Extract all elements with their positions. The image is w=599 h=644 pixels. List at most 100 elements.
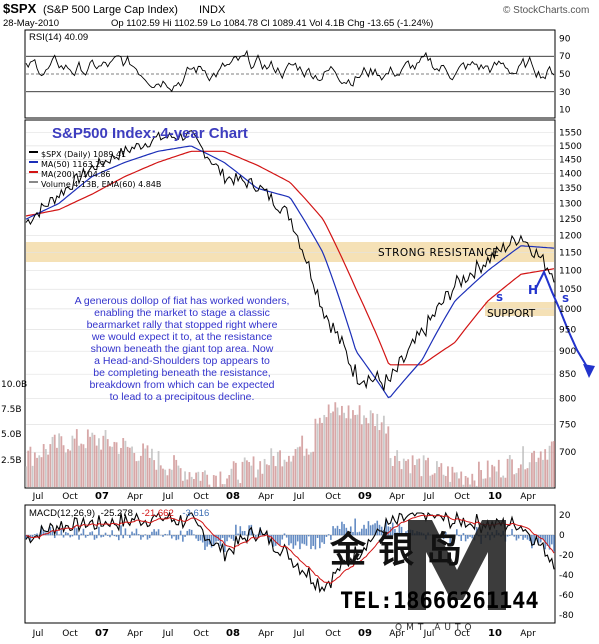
volume-bar xyxy=(91,432,94,487)
volume-bar xyxy=(181,480,184,487)
volume-bar xyxy=(221,484,224,487)
macd-tick-label: -80 xyxy=(559,611,574,621)
price-tick-label: 800 xyxy=(559,395,576,405)
macd-hist-bar xyxy=(124,528,127,536)
x-tick-label: Jul xyxy=(423,492,435,502)
macd-hist-bar xyxy=(274,535,277,546)
macd-hist-bar xyxy=(387,526,390,536)
volume-bar xyxy=(173,455,175,487)
volume-bar xyxy=(515,473,518,487)
macd-hist-bar xyxy=(520,535,522,536)
volume-bar xyxy=(33,452,36,487)
price-tick-label: 1350 xyxy=(559,184,582,194)
macd-hist-bar xyxy=(546,535,549,546)
volume-bar xyxy=(155,469,158,487)
volume-bar xyxy=(64,452,67,487)
legend-entry: MA(50) 1163.21 xyxy=(41,160,105,169)
volume-bar xyxy=(144,448,147,487)
volume-bar xyxy=(56,447,58,487)
resistance-label: STRONG RESISTANCE xyxy=(378,247,499,259)
macd-hist-bar xyxy=(78,535,80,540)
volume-bar xyxy=(327,404,330,487)
volume-bar xyxy=(385,433,388,487)
symbol-title: $SPX xyxy=(3,1,37,16)
macd-hist-bar xyxy=(259,527,261,536)
volume-bar xyxy=(460,471,463,487)
volume-bar xyxy=(212,475,215,487)
volume-bar xyxy=(318,417,321,487)
volume-tick-label: 2.5B xyxy=(1,456,22,466)
volume-bar xyxy=(272,455,275,487)
macd-hist-bar xyxy=(358,531,361,536)
volume-bar xyxy=(493,466,496,487)
macd-hist-bar xyxy=(82,528,85,536)
volume-bar xyxy=(548,445,551,487)
volume-bar xyxy=(508,455,511,487)
projection-arrowhead xyxy=(583,364,595,378)
macd-hist-bar xyxy=(190,529,193,536)
volume-bar xyxy=(177,465,180,487)
volume-bar xyxy=(378,430,381,487)
volume-bar xyxy=(497,459,500,487)
macd-hist-bar xyxy=(531,535,533,549)
volume-bar xyxy=(447,466,449,487)
macd-hist-bar xyxy=(137,534,140,536)
macd-hist-bar xyxy=(301,535,303,544)
volume-bar xyxy=(98,438,100,487)
macd-hist-bar xyxy=(440,535,443,537)
svg-text:MACD(12,26,9) -25.278: MACD(12,26,9) -25.278 -21.662 -3.616 xyxy=(29,508,209,519)
volume-bar xyxy=(184,471,186,487)
volume-tick-label: 10.0B xyxy=(1,380,27,390)
volume-bar xyxy=(246,460,248,487)
volume-bar xyxy=(451,466,454,487)
volume-bar xyxy=(157,451,160,487)
volume-bar xyxy=(387,426,390,487)
x-tick-label: 07 xyxy=(95,628,109,639)
macd-hist-bar xyxy=(60,527,63,536)
macd-hist-bar xyxy=(471,535,474,539)
volume-bar xyxy=(281,466,284,487)
macd-hist-bar xyxy=(372,524,374,536)
volume-bar xyxy=(396,450,399,487)
volume-bar xyxy=(416,459,418,487)
volume-bar xyxy=(170,469,173,487)
macd-hist-bar xyxy=(195,535,197,539)
volume-bar xyxy=(162,468,164,487)
watermark-overlay: 金银岛 TEL:18666261144 QMT AUTO xyxy=(329,520,539,633)
macd-hist-bar xyxy=(95,535,98,539)
macd-hist-bar xyxy=(517,535,520,539)
volume-bar xyxy=(122,438,125,487)
macd-tick-label: 20 xyxy=(559,511,571,521)
volume-bar xyxy=(376,413,379,487)
macd-hist-bar xyxy=(363,524,365,536)
macd-hist-bar xyxy=(76,528,78,536)
macd-hist-bar xyxy=(455,529,458,536)
macd-hist-bar xyxy=(120,525,122,536)
volume-bar xyxy=(186,479,189,487)
volume-bar xyxy=(232,461,235,487)
macd-hist-bar xyxy=(524,535,527,538)
volume-bar xyxy=(195,472,198,487)
annotation-line: A generous dollop of fiat has worked won… xyxy=(75,295,290,307)
x-tick-label: Oct xyxy=(325,629,341,639)
volume-bar xyxy=(58,433,61,487)
volume-bar xyxy=(243,457,246,487)
volume-bar xyxy=(131,446,133,487)
volume-bar xyxy=(524,469,527,487)
volume-bar xyxy=(261,473,264,487)
macd-hist-bar xyxy=(365,528,368,536)
chart-title: S&P500 Index: 4-year Chart xyxy=(52,125,248,142)
volume-bar xyxy=(345,418,348,487)
rsi-tick-label: 90 xyxy=(559,34,571,44)
macd-hist-bar xyxy=(182,535,184,542)
macd-hist-bar xyxy=(126,535,129,536)
macd-hist-bar xyxy=(206,535,208,547)
macd-hist-bar xyxy=(224,535,226,552)
volume-bar xyxy=(223,484,226,487)
volume-bar xyxy=(128,447,131,487)
volume-bar xyxy=(513,474,516,487)
macd-hist-bar xyxy=(62,535,65,538)
x-tick-label: Apr xyxy=(520,492,536,502)
macd-hist-bar xyxy=(453,535,456,539)
